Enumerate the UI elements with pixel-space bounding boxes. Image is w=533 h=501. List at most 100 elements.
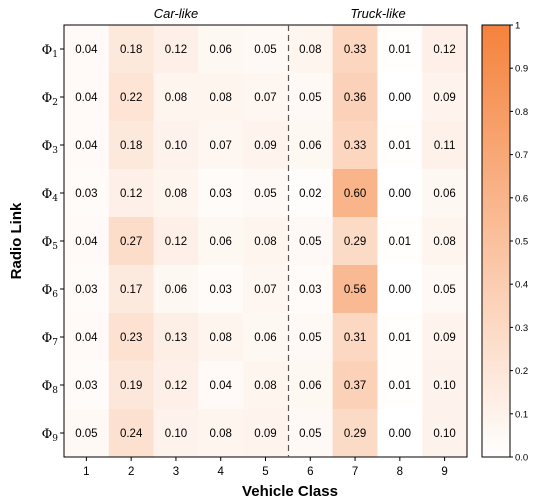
heatmap-cell (198, 169, 244, 218)
heatmap-cell (153, 313, 199, 362)
colorbar-tick-label: 0.3 (515, 323, 528, 334)
cell-value-label: 0.05 (254, 188, 276, 200)
cell-value-label: 0.01 (389, 236, 411, 248)
cell-value-label: 0.08 (299, 44, 321, 56)
heatmap-cell (422, 73, 468, 122)
y-axis-title: Radio Link (8, 202, 25, 279)
heatmap-cell (64, 409, 110, 458)
heatmap-cell (287, 313, 333, 362)
heatmap-cell (243, 361, 289, 410)
cell-value-label: 0.08 (210, 332, 232, 344)
heatmap-cell (377, 265, 423, 314)
heatmap-cell (287, 361, 333, 410)
cell-value-label: 0.10 (165, 428, 187, 440)
cell-value-label: 0.03 (75, 188, 97, 200)
colorbar-tick-label: 0.0 (515, 453, 528, 464)
y-tick-label: Φ2 (42, 91, 58, 108)
cell-value-label: 0.02 (299, 188, 321, 200)
colorbar-tick-label: 0.5 (515, 237, 528, 248)
heatmap-cell (64, 265, 110, 314)
heatmap-cell (243, 169, 289, 218)
cell-value-label: 0.12 (165, 380, 187, 392)
cell-value-label: 0.18 (120, 44, 142, 56)
heatmap-cell (422, 121, 468, 170)
heatmap-cell (153, 361, 199, 410)
group-label-truck: Truck-like (350, 6, 405, 21)
cell-value-label: 0.22 (120, 92, 142, 104)
cell-value-label: 0.00 (389, 284, 411, 296)
cell-value-label: 0.04 (75, 44, 98, 56)
heatmap-cell (243, 409, 289, 458)
heatmap-cell (287, 73, 333, 122)
heatmap-cell (243, 313, 289, 362)
cell-value-label: 0.08 (210, 428, 232, 440)
heatmap-cell (243, 121, 289, 170)
heatmap-cell (108, 25, 154, 74)
cell-value-label: 0.09 (254, 140, 276, 152)
cell-value-label: 0.60 (344, 188, 366, 200)
heatmap-cell (108, 217, 154, 266)
heatmap-cell-labels: 0.04 0.18 0.12 0.06 0.05 0.08 0.33 0.01 0.12 0.04… (75, 44, 456, 440)
cell-value-label: 0.06 (165, 284, 187, 296)
heatmap-cell (198, 25, 244, 74)
cell-value-label: 0.11 (434, 140, 456, 152)
heatmap-cell (287, 169, 333, 218)
cell-value-label: 0.37 (344, 380, 366, 392)
heatmap-cell (422, 217, 468, 266)
y-tick-label: Φ9 (42, 427, 59, 444)
cell-value-label: 0.33 (344, 44, 366, 56)
cell-value-label: 0.04 (75, 236, 98, 248)
cell-value-label: 0.06 (299, 140, 321, 152)
heatmap-cell (153, 25, 199, 74)
x-tick-label: 4 (218, 466, 225, 478)
cell-value-label: 0.05 (299, 428, 321, 440)
heatmap-cell (153, 265, 199, 314)
cell-value-label: 0.12 (165, 236, 187, 248)
y-tick-label: Φ6 (42, 283, 59, 300)
heatmap-cell (377, 73, 423, 122)
x-tick-label: 8 (397, 466, 403, 478)
heatmap-cell (153, 409, 199, 458)
cell-value-label: 0.07 (254, 92, 276, 104)
heatmap-cell (243, 73, 289, 122)
heatmap-cell (108, 409, 154, 458)
heatmap-cell (422, 169, 468, 218)
x-tick-label: 6 (307, 466, 313, 478)
heatmap-cell (198, 361, 244, 410)
heatmap-cell (64, 313, 110, 362)
heatmap-cell (243, 25, 289, 74)
colorbar-tick-label: 0.1 (515, 409, 528, 420)
cell-value-label: 0.10 (165, 140, 187, 152)
heatmap-cell (198, 409, 244, 458)
heatmap-cell (332, 25, 378, 74)
heatmap-cell (377, 217, 423, 266)
y-tick-label: Φ8 (42, 379, 59, 396)
cell-value-label: 0.23 (120, 332, 142, 344)
cell-value-label: 0.08 (165, 92, 187, 104)
x-tick-label: 3 (173, 466, 179, 478)
heatmap-cell (153, 217, 199, 266)
cell-value-label: 0.08 (254, 236, 276, 248)
cell-value-label: 0.08 (165, 188, 187, 200)
cell-value-label: 0.12 (165, 44, 187, 56)
y-tick-label: Φ4 (42, 187, 59, 204)
heatmap-cell (287, 217, 333, 266)
y-axis-ticks: Φ1 Φ2 Φ3 Φ4 Φ5 Φ6 Φ7 Φ8 Φ9 (42, 43, 64, 444)
heatmap-cell (377, 313, 423, 362)
cell-value-label: 0.09 (433, 332, 455, 344)
colorbar-tick-label: 0.6 (515, 193, 528, 204)
cell-value-label: 0.10 (433, 428, 455, 440)
cell-value-label: 0.00 (389, 428, 411, 440)
heatmap-cell (332, 409, 378, 458)
heatmap-cell (422, 361, 468, 410)
cell-value-label: 0.03 (299, 284, 321, 296)
cell-value-label: 0.04 (75, 92, 98, 104)
x-tick-label: 9 (441, 466, 447, 478)
y-tick-label: Φ1 (42, 43, 58, 60)
cell-value-label: 0.08 (433, 236, 455, 248)
heatmap-cell (108, 121, 154, 170)
cell-value-label: 0.06 (254, 332, 276, 344)
cell-value-label: 0.03 (210, 284, 232, 296)
cell-value-label: 0.12 (120, 188, 142, 200)
